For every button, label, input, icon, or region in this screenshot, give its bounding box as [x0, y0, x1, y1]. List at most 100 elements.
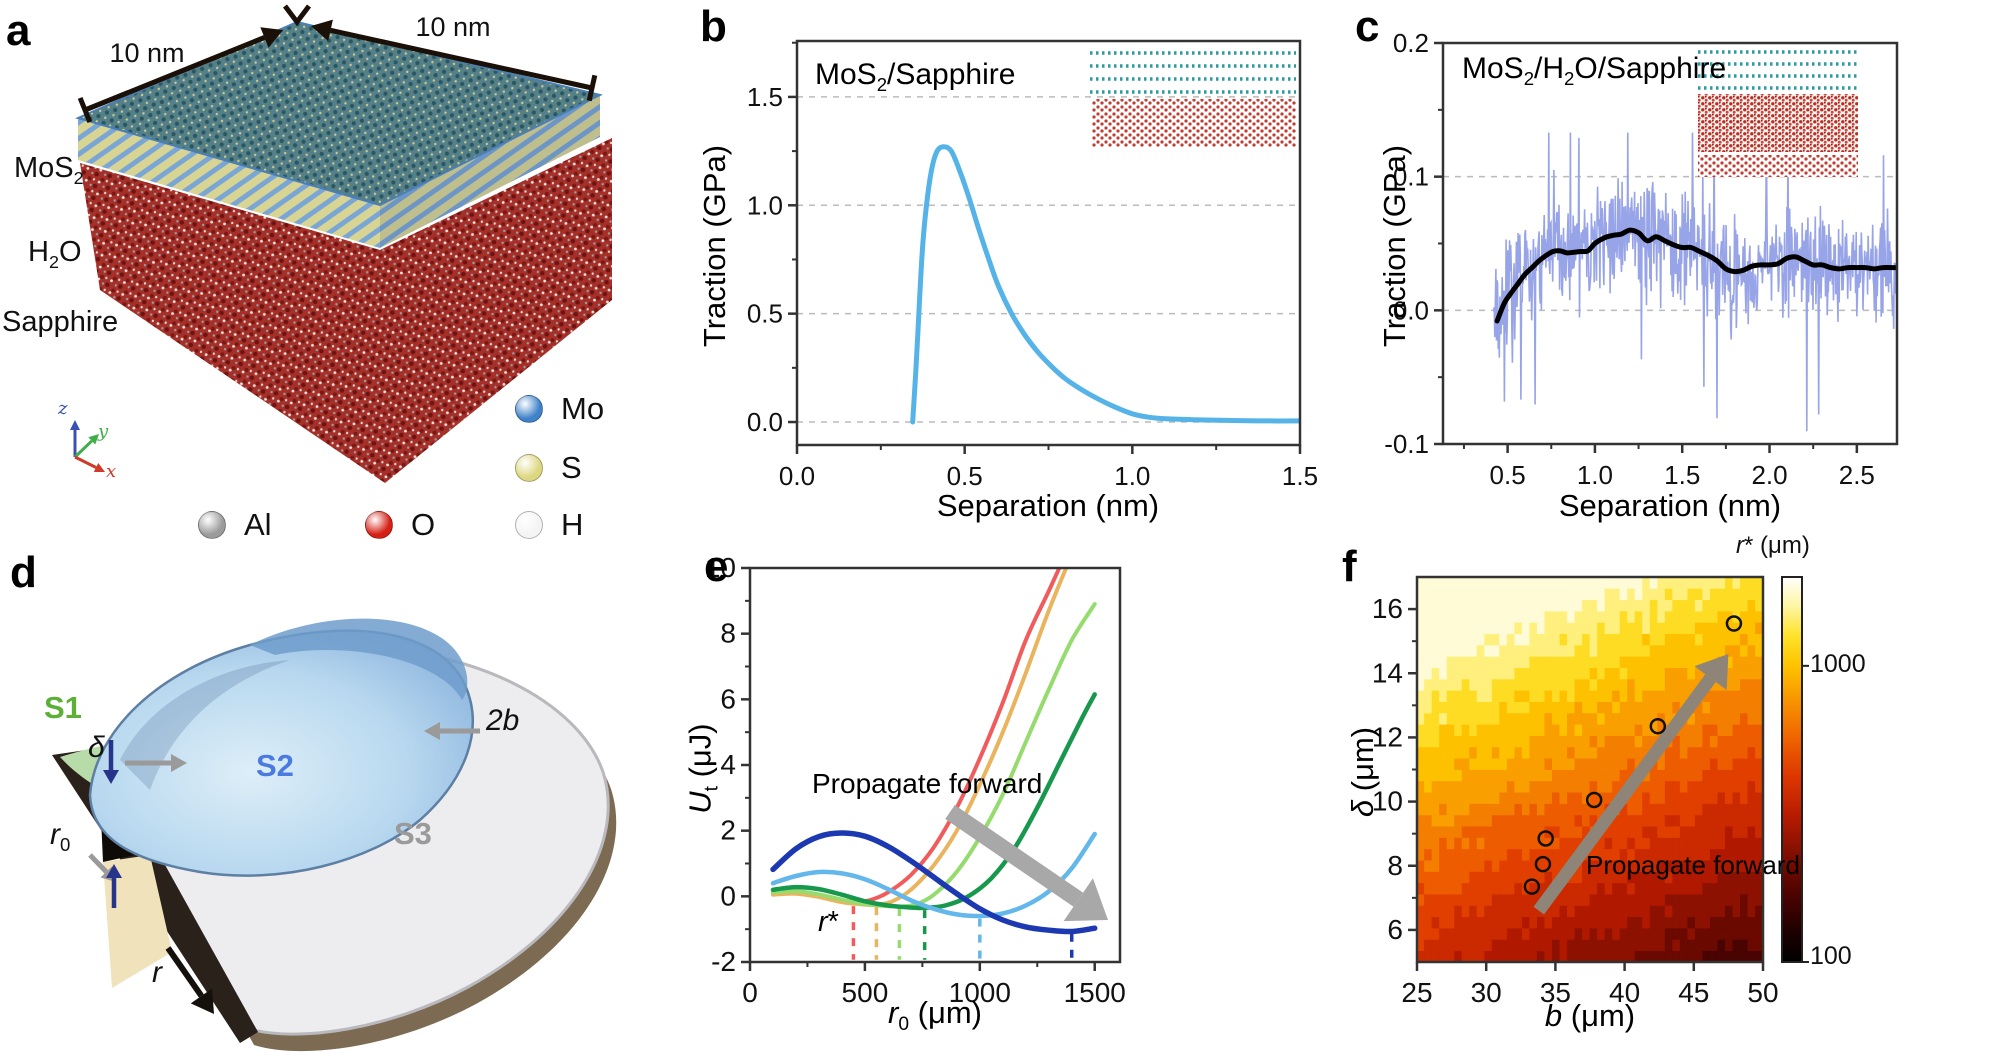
label-r: r	[152, 956, 162, 989]
curve-1	[771, 568, 1062, 905]
x-tick-label: 500	[842, 977, 889, 1008]
data-point	[1649, 717, 1667, 735]
y-tick-label: 0.1	[1393, 162, 1429, 192]
panel-d-illustration	[52, 618, 617, 1052]
inset-mos2-sapphire	[1090, 51, 1296, 147]
label-s3: S3	[394, 816, 432, 851]
curve-6	[770, 830, 1098, 935]
y-tick-label: 16	[1372, 593, 1403, 624]
x-tick-label: 1.0	[1577, 460, 1613, 490]
panel-a-illustration	[70, 4, 612, 483]
layer-label-h2o: H2O	[28, 236, 82, 272]
chart-e-ylabel: Ut (μJ)	[682, 723, 723, 814]
legend-item-h: H	[515, 507, 583, 543]
blister-inner-shadow	[120, 660, 290, 790]
annotation-propagate-f: Propagate forward	[1586, 850, 1800, 880]
x-tick-label: 1.5	[1664, 460, 1700, 490]
data-point	[1534, 855, 1552, 873]
colorbar	[1781, 576, 1803, 963]
contour-cells	[1417, 577, 1763, 962]
layer-label-mos2: MoS2	[14, 152, 84, 188]
inset-water-block	[1698, 94, 1858, 152]
legend-label: Al	[244, 507, 272, 542]
panel-letter-b: b	[700, 2, 727, 51]
y-tick-label: -2	[711, 946, 736, 977]
label-delta: δ	[88, 731, 105, 764]
curve-2	[771, 568, 1069, 908]
chart-b-ylabel: Traction (GPa)	[697, 144, 732, 348]
x-tick-label: 1500	[1064, 977, 1126, 1008]
data-point	[1725, 615, 1743, 632]
curve-3	[771, 602, 1097, 909]
y-tick-label: 4	[720, 749, 736, 780]
y-tick-label: 8	[720, 618, 736, 649]
x-tick-label: 0.0	[779, 461, 815, 491]
al-atom-icon	[198, 511, 226, 539]
traction-curve	[910, 144, 1300, 425]
y-tick-label: 0	[720, 880, 736, 911]
legend-item-o: O	[365, 507, 435, 543]
chart-e-xlabel: r0 (μm)	[888, 995, 982, 1036]
x-tick-label: 0.5	[947, 461, 983, 491]
panel-letter-d: d	[10, 548, 37, 597]
axis-x-label: x	[106, 461, 117, 482]
panel-letter-e: e	[704, 542, 729, 591]
y-tick-label: 1.0	[747, 190, 783, 220]
region-s2-blister	[88, 629, 474, 877]
dimension-arrows	[77, 19, 598, 123]
panel-letter-a: a	[6, 6, 31, 55]
annotation-propagate-e: Propagate forward	[812, 768, 1043, 799]
legend-label: H	[561, 507, 584, 542]
x-tick-label: 45	[1678, 977, 1709, 1008]
colorbar-tick-1000: 1000	[1810, 650, 1866, 678]
inset-mos2-h2o-sapphire	[1698, 50, 1858, 177]
colorbar-tick-100: 100	[1810, 942, 1852, 970]
x-tick-label: 25	[1401, 977, 1432, 1008]
x-tick-label: 2.0	[1751, 460, 1787, 490]
axis-triad	[70, 420, 105, 472]
x-tick-label: 2.5	[1839, 460, 1875, 490]
chart-c-ylabel: Traction (GPa)	[1377, 144, 1412, 348]
wedge-face	[103, 855, 172, 988]
chart-b-xlabel: Separation (nm)	[936, 488, 1160, 523]
y-tick-label: 10	[705, 552, 736, 583]
h-atom-icon	[515, 511, 543, 539]
axis-y-label: y	[98, 421, 109, 442]
y-tick-label: -0.1	[1384, 429, 1429, 459]
legend-label: S	[561, 450, 582, 485]
y-tick-label: 0.0	[747, 407, 783, 437]
y-tick-label: 1.5	[747, 82, 783, 112]
legend-item-mo: Mo	[515, 391, 604, 427]
chart-f: 25 30 35 40 45 50 6 8 10 12 14 16	[1372, 575, 1809, 1008]
x-tick-label: 35	[1540, 977, 1571, 1008]
chart-c-title: MoS2/H2O/Sapphire	[1462, 52, 1727, 89]
annotation-rstar: r*	[818, 906, 839, 938]
y-tick-label: 10	[1372, 786, 1403, 817]
data-point	[1585, 791, 1603, 809]
data-point	[1523, 878, 1541, 895]
x-tick-label: 30	[1471, 977, 1502, 1008]
inset-sapphire-block	[1092, 99, 1296, 147]
y-tick-label: 6	[720, 683, 736, 714]
mo-atom-icon	[515, 395, 543, 423]
inset-sapphire-block	[1698, 155, 1858, 177]
label-s2: S2	[256, 748, 294, 783]
mos2-side-right	[380, 95, 600, 248]
legend-label: Mo	[561, 391, 605, 426]
o-atom-icon	[365, 511, 393, 539]
colorbar-title: r* (μm)	[1736, 532, 1810, 559]
y-tick-label: 0.2	[1393, 28, 1429, 58]
s-atom-icon	[515, 454, 543, 482]
data-point	[1537, 830, 1554, 847]
dim-label-right: 10 nm	[415, 12, 491, 42]
curve-5	[770, 831, 1097, 919]
chart-b-title: MoS2/Sapphire	[815, 58, 1016, 95]
chart-c: 0.5 1.0 1.5 2.0 2.5 -0.1 0.0 0.1 0.2	[1384, 28, 1899, 490]
sapphire-water-block	[80, 138, 612, 483]
x-tick-label: 50	[1747, 977, 1778, 1008]
axis-z-label: z	[58, 398, 68, 419]
label-2b: 2b	[486, 704, 520, 737]
mos2-side-right-shade	[380, 95, 600, 248]
